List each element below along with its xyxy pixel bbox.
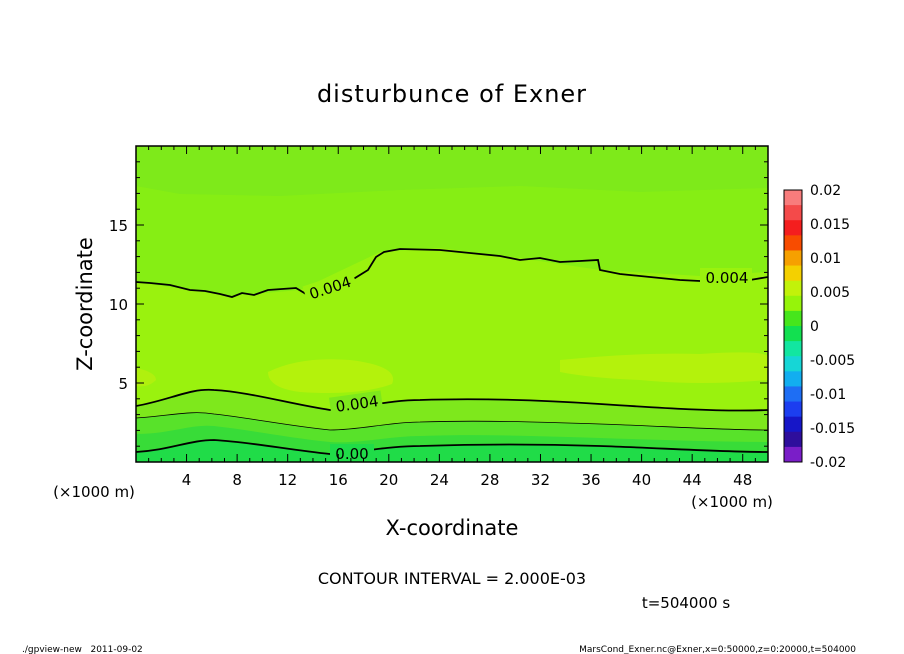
contour-label: 0.00 [335, 445, 368, 463]
colorbar-tick-label: 0 [810, 319, 819, 335]
colorbar-tick-label: -0.02 [810, 455, 846, 471]
colorbar-tick-label: 0.015 [810, 217, 850, 233]
colorbar-swatch [784, 280, 802, 297]
contour-line-thin [136, 412, 768, 431]
y-tick-label: 10 [109, 296, 128, 314]
colorbar-tick-label: 0.005 [810, 285, 850, 301]
time-label: t=504000 s [642, 594, 730, 612]
lower-band-4 [136, 440, 768, 462]
y-axis-title: Z-coordinate [73, 237, 97, 371]
colorbar [783, 189, 803, 463]
colorbar-swatch [784, 416, 802, 433]
colorbar-swatch [784, 401, 802, 418]
x-unit-label: (×1000 m) [691, 493, 773, 511]
x-axis-title: X-coordinate [386, 516, 519, 540]
colorbar-tick-label: -0.015 [810, 421, 855, 437]
z-unit-label: (×1000 m) [53, 483, 135, 501]
footer-right: MarsCond_Exner.nc@Exner,x=0:50000,z=0:20… [579, 645, 856, 654]
colorbar-swatch [784, 310, 802, 327]
x-tick-label: 24 [430, 471, 449, 489]
x-tick-label: 32 [531, 471, 550, 489]
x-tick-label: 48 [733, 471, 752, 489]
y-axis: 5 10 15 [109, 145, 768, 463]
top-fill-band [136, 146, 768, 196]
colorbar-swatch [784, 295, 802, 312]
left-light-patch [136, 368, 156, 387]
colorbar-tick-label: -0.005 [810, 353, 855, 369]
colorbar-tick-label: 0.01 [810, 251, 841, 267]
colorbar-swatch [784, 235, 802, 251]
x-tick-label: 28 [480, 471, 499, 489]
right-light-patch [560, 352, 768, 383]
colorbar-tick-label: 0.02 [810, 183, 841, 199]
contour-line-middle [136, 388, 768, 412]
mid-light-patch [268, 359, 394, 393]
x-tick-label: 44 [683, 471, 702, 489]
x-tick-label: 8 [232, 471, 242, 489]
contour-interval-text: CONTOUR INTERVAL = 2.000E-03 [318, 569, 586, 588]
contour-label: 0.004 [335, 392, 380, 416]
colorbar-swatch [784, 356, 802, 372]
colorbar-swatch [784, 265, 802, 282]
x-tick-label: 12 [278, 471, 297, 489]
x-tick-label: 40 [632, 471, 651, 489]
x-tick-label: 36 [581, 471, 600, 489]
colorbar-swatch [784, 386, 802, 403]
contour-line-upper [136, 248, 768, 298]
plot-fill [136, 146, 768, 462]
colorbar-swatch [784, 326, 802, 342]
y-tick-label: 5 [118, 375, 128, 393]
colorbar-swatch [784, 446, 802, 463]
colorbar-swatch [784, 220, 802, 236]
contour-label: 0.004 [706, 269, 749, 287]
colorbar-tick-label: -0.01 [810, 387, 846, 403]
footer-left: ./gpview-new 2011-09-02 [22, 645, 143, 654]
x-tick-label: 20 [379, 471, 398, 489]
x-tick-label: 16 [329, 471, 348, 489]
colorbar-frame [783, 189, 803, 463]
y-tick-label: 15 [109, 217, 128, 235]
chart-title: disturbunce of Exner [317, 80, 587, 108]
colorbar-swatch [784, 431, 802, 448]
colorbar-swatch [784, 205, 802, 221]
contour-line-lower [136, 439, 768, 455]
colorbar-swatch [784, 341, 802, 357]
x-tick-label: 4 [182, 471, 192, 489]
colorbar-labels: 0.02 0.015 0.01 0.005 0 -0.005 -0.01 -0.015 -0.0… [810, 183, 855, 471]
x-axis: 4 8 12 16 20 24 28 32 36 40 44 48 [135, 146, 769, 489]
colorbar-swatch [784, 371, 802, 387]
colorbar-swatch [784, 250, 802, 267]
colorbar-swatch [784, 190, 802, 206]
